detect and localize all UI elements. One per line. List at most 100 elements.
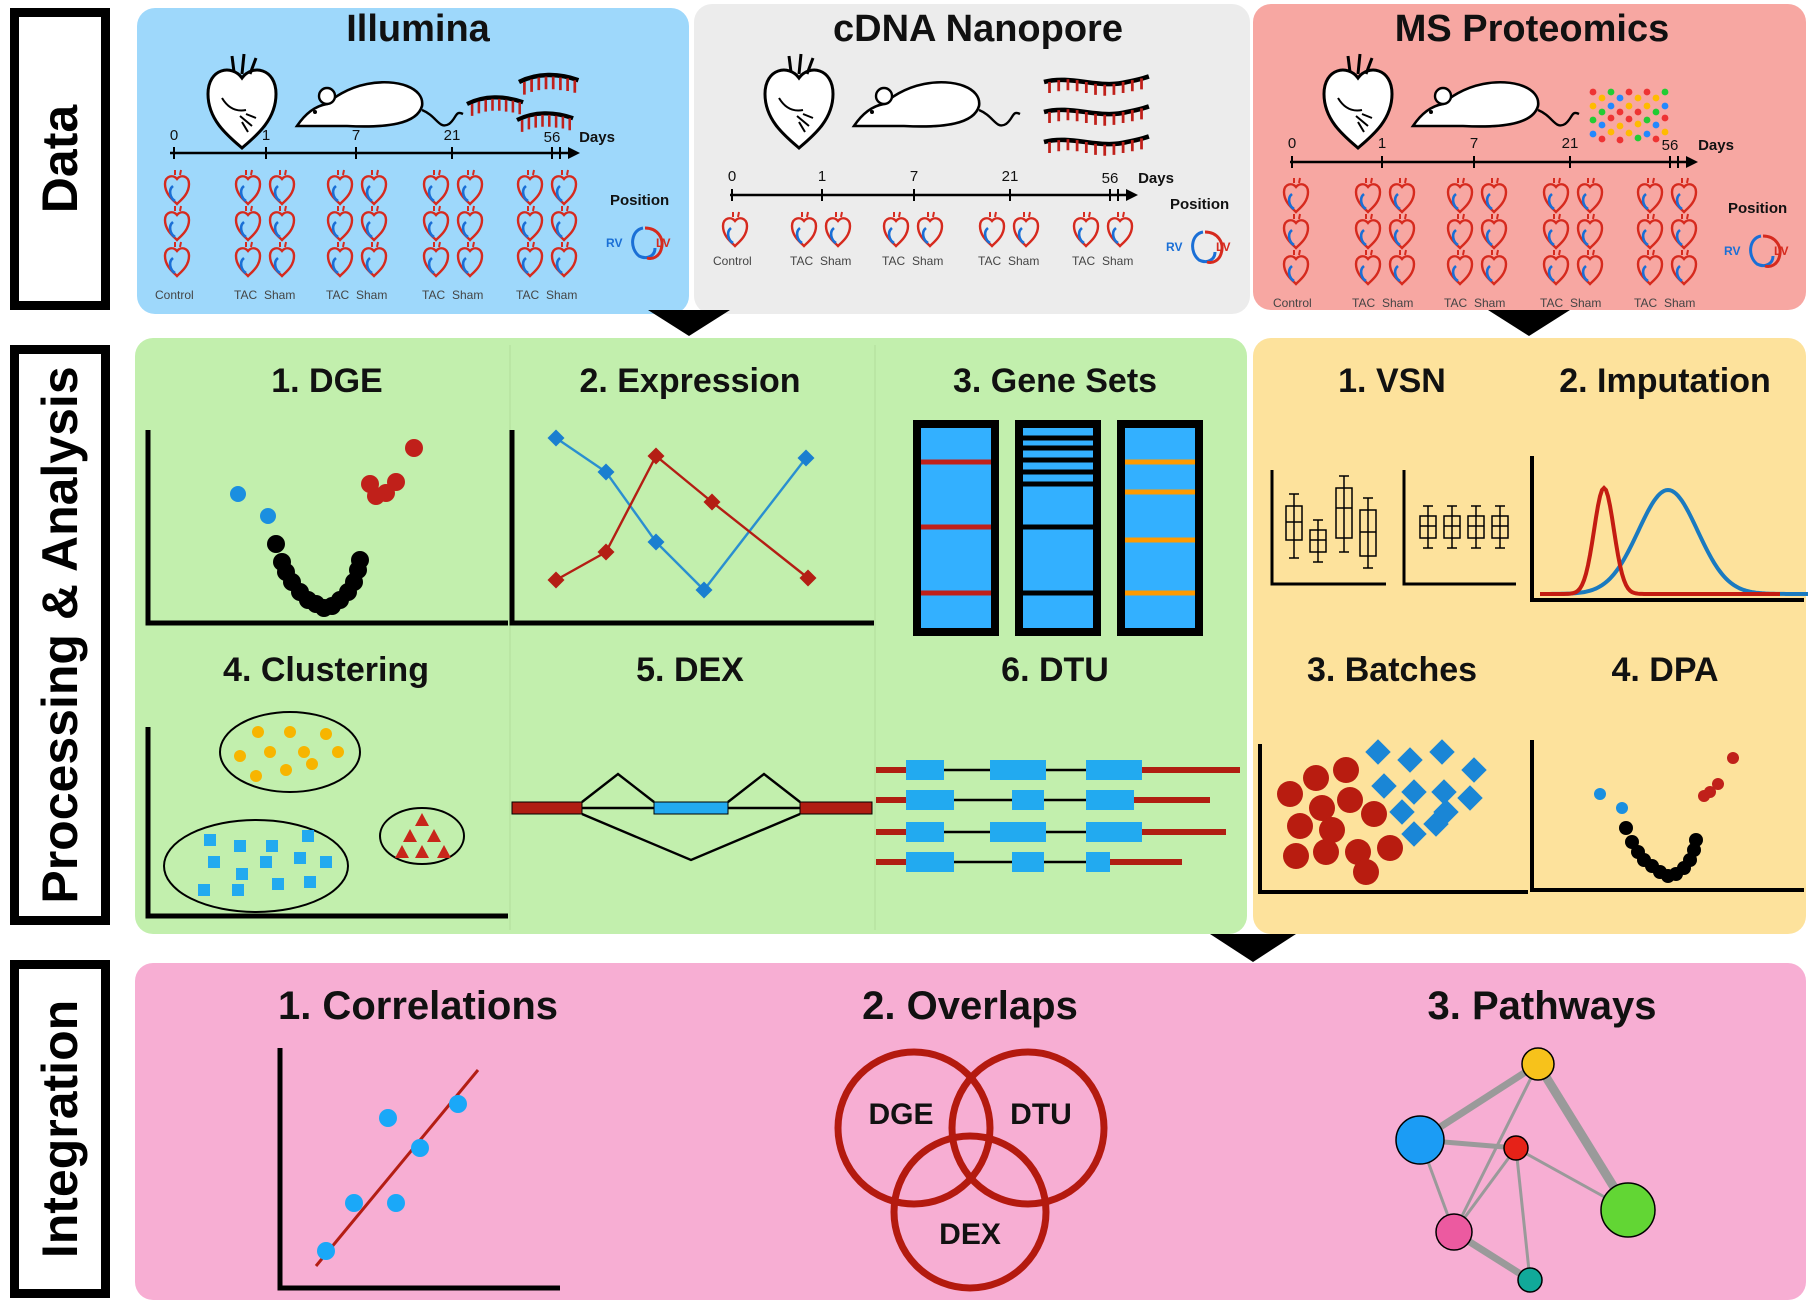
sample-heart-icon — [790, 210, 818, 248]
side-label-integration: Integration — [10, 960, 110, 1298]
ms-days: Days — [1698, 137, 1734, 154]
peptide-icon — [1661, 102, 1669, 110]
cluster-point — [395, 845, 409, 858]
sample-heart-icon — [1576, 248, 1604, 286]
sample-heart-icon — [1072, 210, 1100, 248]
sample-heart-icon — [456, 168, 484, 206]
cluster-point — [236, 868, 248, 880]
sample-heart-icon — [1282, 176, 1310, 214]
sample-heart-icon — [1636, 248, 1664, 286]
vsn-axes-normalized — [1402, 470, 1516, 586]
vsn-box — [1285, 505, 1303, 541]
dex-junction — [581, 812, 801, 862]
vsn-box — [1419, 515, 1437, 539]
ms-sham-1: Sham — [1382, 296, 1414, 310]
ms-tac-1: TAC — [1352, 296, 1376, 310]
cluster-point — [304, 876, 316, 888]
cluster-point — [232, 884, 244, 896]
ill-tac-2: TAC — [326, 288, 350, 302]
dpa-point — [1689, 833, 1703, 847]
batch-point — [1389, 799, 1415, 825]
sample-heart-icon — [234, 240, 262, 278]
cluster-point — [332, 746, 344, 758]
cluster-point — [294, 852, 306, 864]
step-overlaps-title: 2. Overlaps — [862, 984, 1078, 1028]
ill-control: Control — [155, 288, 194, 302]
sample-heart-icon — [516, 240, 544, 278]
cluster-point — [280, 764, 292, 776]
sample-heart-icon — [1446, 212, 1474, 250]
ill-rv: RV — [606, 236, 623, 250]
dtu-exon — [990, 760, 1046, 780]
mouse-icon — [852, 80, 1022, 128]
expression-point — [695, 581, 713, 599]
batch-point — [1401, 821, 1427, 847]
batch-point — [1283, 843, 1309, 869]
venn-label-dge: DGE — [868, 1098, 934, 1131]
step-pathways-title: 3. Pathways — [1427, 984, 1657, 1028]
peptide-icon — [1652, 121, 1660, 129]
peptide-icon — [1607, 128, 1615, 136]
sample-heart-icon — [163, 204, 191, 242]
dpa-axes — [1530, 740, 1804, 892]
nano-tick-0: 0 — [727, 168, 737, 185]
batch-point — [1313, 839, 1339, 865]
sample-heart-icon — [516, 204, 544, 242]
sample-heart-icon — [1670, 176, 1698, 214]
sample-heart-icon — [1670, 212, 1698, 250]
peptide-icon — [1607, 102, 1615, 110]
cluster-point — [264, 746, 276, 758]
clustering-axes — [145, 727, 508, 919]
sample-heart-icon — [516, 168, 544, 206]
sample-heart-icon — [1106, 210, 1134, 248]
venn-label-dtu: DTU — [1010, 1098, 1072, 1131]
cluster-point — [284, 726, 296, 738]
sample-heart-icon — [550, 204, 578, 242]
sample-heart-icon — [1446, 176, 1474, 214]
sample-heart-icon — [360, 168, 388, 206]
step-vsn-title: 1. VSN — [1338, 362, 1446, 400]
peptide-icon — [1616, 122, 1624, 130]
illumina-panel — [137, 8, 689, 314]
step-batches-title: 3. Batches — [1306, 651, 1478, 689]
batch-point — [1361, 801, 1387, 827]
expression-point — [547, 571, 565, 589]
dge-point — [351, 551, 369, 569]
ill-tick-56: 56 — [543, 129, 561, 146]
side-label-data: Data — [10, 8, 110, 310]
sample-heart-icon — [1480, 248, 1508, 286]
correlation-point — [317, 1242, 335, 1260]
peptide-icon — [1589, 116, 1597, 124]
rna-icon — [467, 97, 523, 116]
batch-point — [1303, 765, 1329, 791]
cluster-point — [320, 728, 332, 740]
sample-heart-icon — [326, 168, 354, 206]
cluster-ellipse — [163, 819, 349, 913]
ms-lv: LV — [1774, 244, 1789, 258]
pathway-node — [1435, 1213, 1473, 1251]
peptide-icon — [1652, 94, 1660, 102]
imputation-axes — [1530, 456, 1804, 602]
ms-rv: RV — [1724, 244, 1741, 258]
peptide-icon — [1652, 108, 1660, 116]
batch-point — [1457, 785, 1483, 811]
expression-point — [547, 429, 565, 447]
pathway-edge — [1514, 1147, 1532, 1281]
sample-heart-icon — [456, 204, 484, 242]
vsn-box — [1359, 509, 1377, 557]
down-arrow-icon — [1210, 934, 1296, 962]
ill-tick-21: 21 — [443, 127, 461, 144]
dtu-exon — [1086, 822, 1142, 842]
peptide-icon — [1616, 108, 1624, 116]
dpa-point — [1712, 778, 1724, 790]
peptide-icon — [1598, 94, 1606, 102]
correlation-point — [411, 1139, 429, 1157]
peptide-icon — [1643, 102, 1651, 110]
ms-tick-21: 21 — [1561, 135, 1579, 152]
timeline-arrow-icon — [1126, 189, 1138, 201]
sample-heart-icon — [163, 168, 191, 206]
batch-point — [1277, 781, 1303, 807]
expression-line-red — [555, 454, 809, 582]
peptide-icon — [1625, 88, 1633, 96]
nano-sham-4: Sham — [1102, 254, 1134, 268]
